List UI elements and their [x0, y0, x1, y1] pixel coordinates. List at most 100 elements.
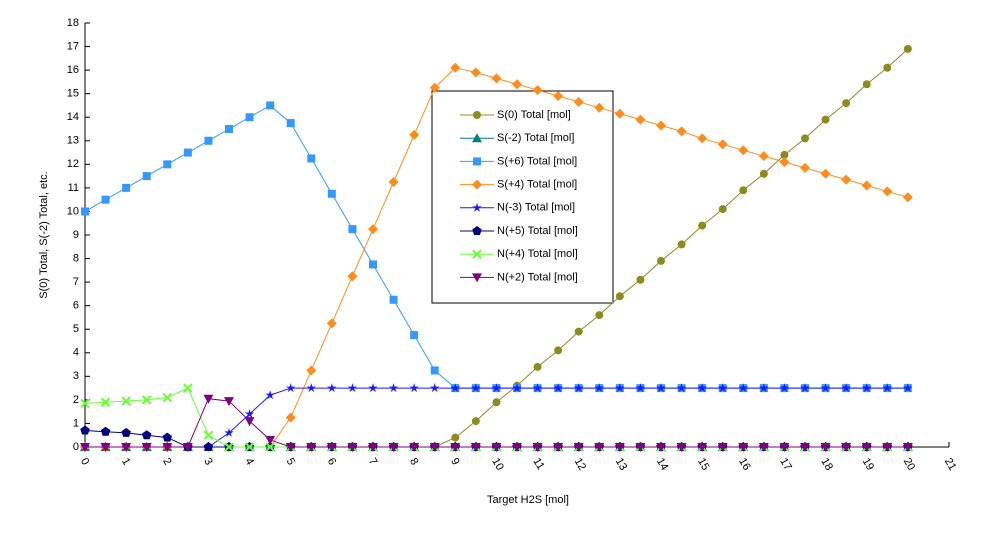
- x-tick-label: 16: [736, 456, 753, 473]
- data-point: [717, 383, 728, 393]
- y-tick-label: 6: [73, 300, 79, 312]
- data-point: [574, 327, 583, 336]
- data-point: [697, 443, 708, 452]
- legend-box: [431, 90, 614, 304]
- data-point: [739, 186, 748, 195]
- data-point: [306, 383, 317, 393]
- data-point: [203, 442, 214, 452]
- legend-label: S(+4) Total [mol]: [497, 179, 577, 191]
- data-point: [614, 108, 625, 119]
- data-point: [368, 443, 378, 452]
- data-point: [902, 192, 913, 203]
- data-point: [470, 443, 481, 452]
- x-tick-label: 21: [942, 456, 959, 473]
- data-point: [470, 67, 481, 78]
- data-point: [122, 183, 131, 192]
- data-point: [450, 383, 461, 393]
- data-point: [265, 390, 275, 400]
- data-point: [532, 383, 543, 393]
- data-point: [203, 394, 214, 404]
- data-point: [327, 189, 336, 198]
- data-point: [347, 383, 358, 393]
- data-point: [800, 443, 810, 452]
- data-point: [389, 295, 398, 304]
- data-point: [903, 383, 913, 393]
- data-point: [388, 443, 399, 452]
- data-point: [100, 443, 111, 452]
- data-point: [738, 383, 749, 393]
- legend-marker: [472, 202, 482, 212]
- data-point: [882, 186, 893, 197]
- data-point: [244, 417, 255, 427]
- y-tick-label: 5: [73, 323, 79, 335]
- x-tick-label: 1: [119, 456, 132, 467]
- data-point: [779, 383, 790, 393]
- data-point: [698, 221, 707, 230]
- data-point: [225, 125, 233, 133]
- x-tick-label: 9: [448, 456, 461, 467]
- data-point: [100, 397, 111, 407]
- data-point: [820, 383, 831, 393]
- data-point: [759, 169, 768, 178]
- y-tick-label: 14: [67, 111, 79, 123]
- data-point: [306, 365, 317, 376]
- data-point: [450, 443, 461, 452]
- x-tick-label: 12: [572, 456, 589, 473]
- data-point: [532, 443, 543, 452]
- data-point: [409, 383, 419, 393]
- y-tick-label: 10: [67, 205, 79, 217]
- data-point: [388, 383, 399, 393]
- legend-marker: [472, 226, 482, 236]
- data-point: [615, 383, 625, 393]
- data-point: [348, 225, 357, 234]
- data-point: [800, 162, 810, 173]
- data-point: [656, 383, 666, 393]
- data-point: [821, 115, 830, 124]
- legend-label: S(-2) Total [mol]: [497, 132, 574, 144]
- data-point: [307, 154, 316, 163]
- data-point: [512, 79, 522, 90]
- data-point: [676, 383, 687, 393]
- data-point: [512, 443, 522, 452]
- legend-label: N(+4) Total [mol]: [497, 248, 578, 260]
- data-point: [492, 398, 501, 407]
- y-axis-label: S(0) Total, S(-2) Total, etc.: [38, 171, 50, 298]
- data-point: [100, 426, 111, 436]
- data-point: [183, 148, 192, 157]
- data-point: [142, 395, 152, 405]
- data-point: [657, 256, 665, 265]
- y-tick-label: 4: [73, 347, 79, 359]
- data-point: [244, 409, 255, 419]
- x-tick-label: 7: [366, 456, 379, 467]
- data-point: [101, 195, 110, 204]
- x-tick-label: 20: [901, 456, 918, 473]
- y-tick-label: 17: [67, 40, 79, 52]
- x-tick-label: 5: [284, 456, 297, 467]
- data-point: [656, 120, 666, 131]
- data-point: [842, 99, 851, 108]
- data-point: [430, 366, 439, 375]
- data-point: [841, 443, 852, 452]
- data-point: [368, 224, 378, 235]
- data-point: [285, 443, 296, 452]
- y-tick-label: 13: [67, 135, 79, 147]
- data-point: [697, 383, 707, 393]
- data-point: [533, 362, 542, 371]
- data-point: [595, 311, 604, 320]
- data-point: [142, 172, 151, 181]
- data-point: [203, 430, 214, 440]
- data-point: [841, 383, 851, 393]
- data-point: [635, 383, 646, 393]
- legend-marker: [472, 273, 482, 283]
- data-point: [553, 383, 563, 393]
- data-point: [861, 443, 872, 452]
- data-point: [882, 443, 893, 452]
- data-point: [429, 383, 440, 393]
- data-point: [758, 151, 769, 162]
- data-point: [820, 168, 831, 179]
- data-point: [532, 85, 543, 96]
- data-point: [780, 150, 789, 159]
- data-point: [368, 383, 378, 393]
- legend-marker: [473, 111, 481, 119]
